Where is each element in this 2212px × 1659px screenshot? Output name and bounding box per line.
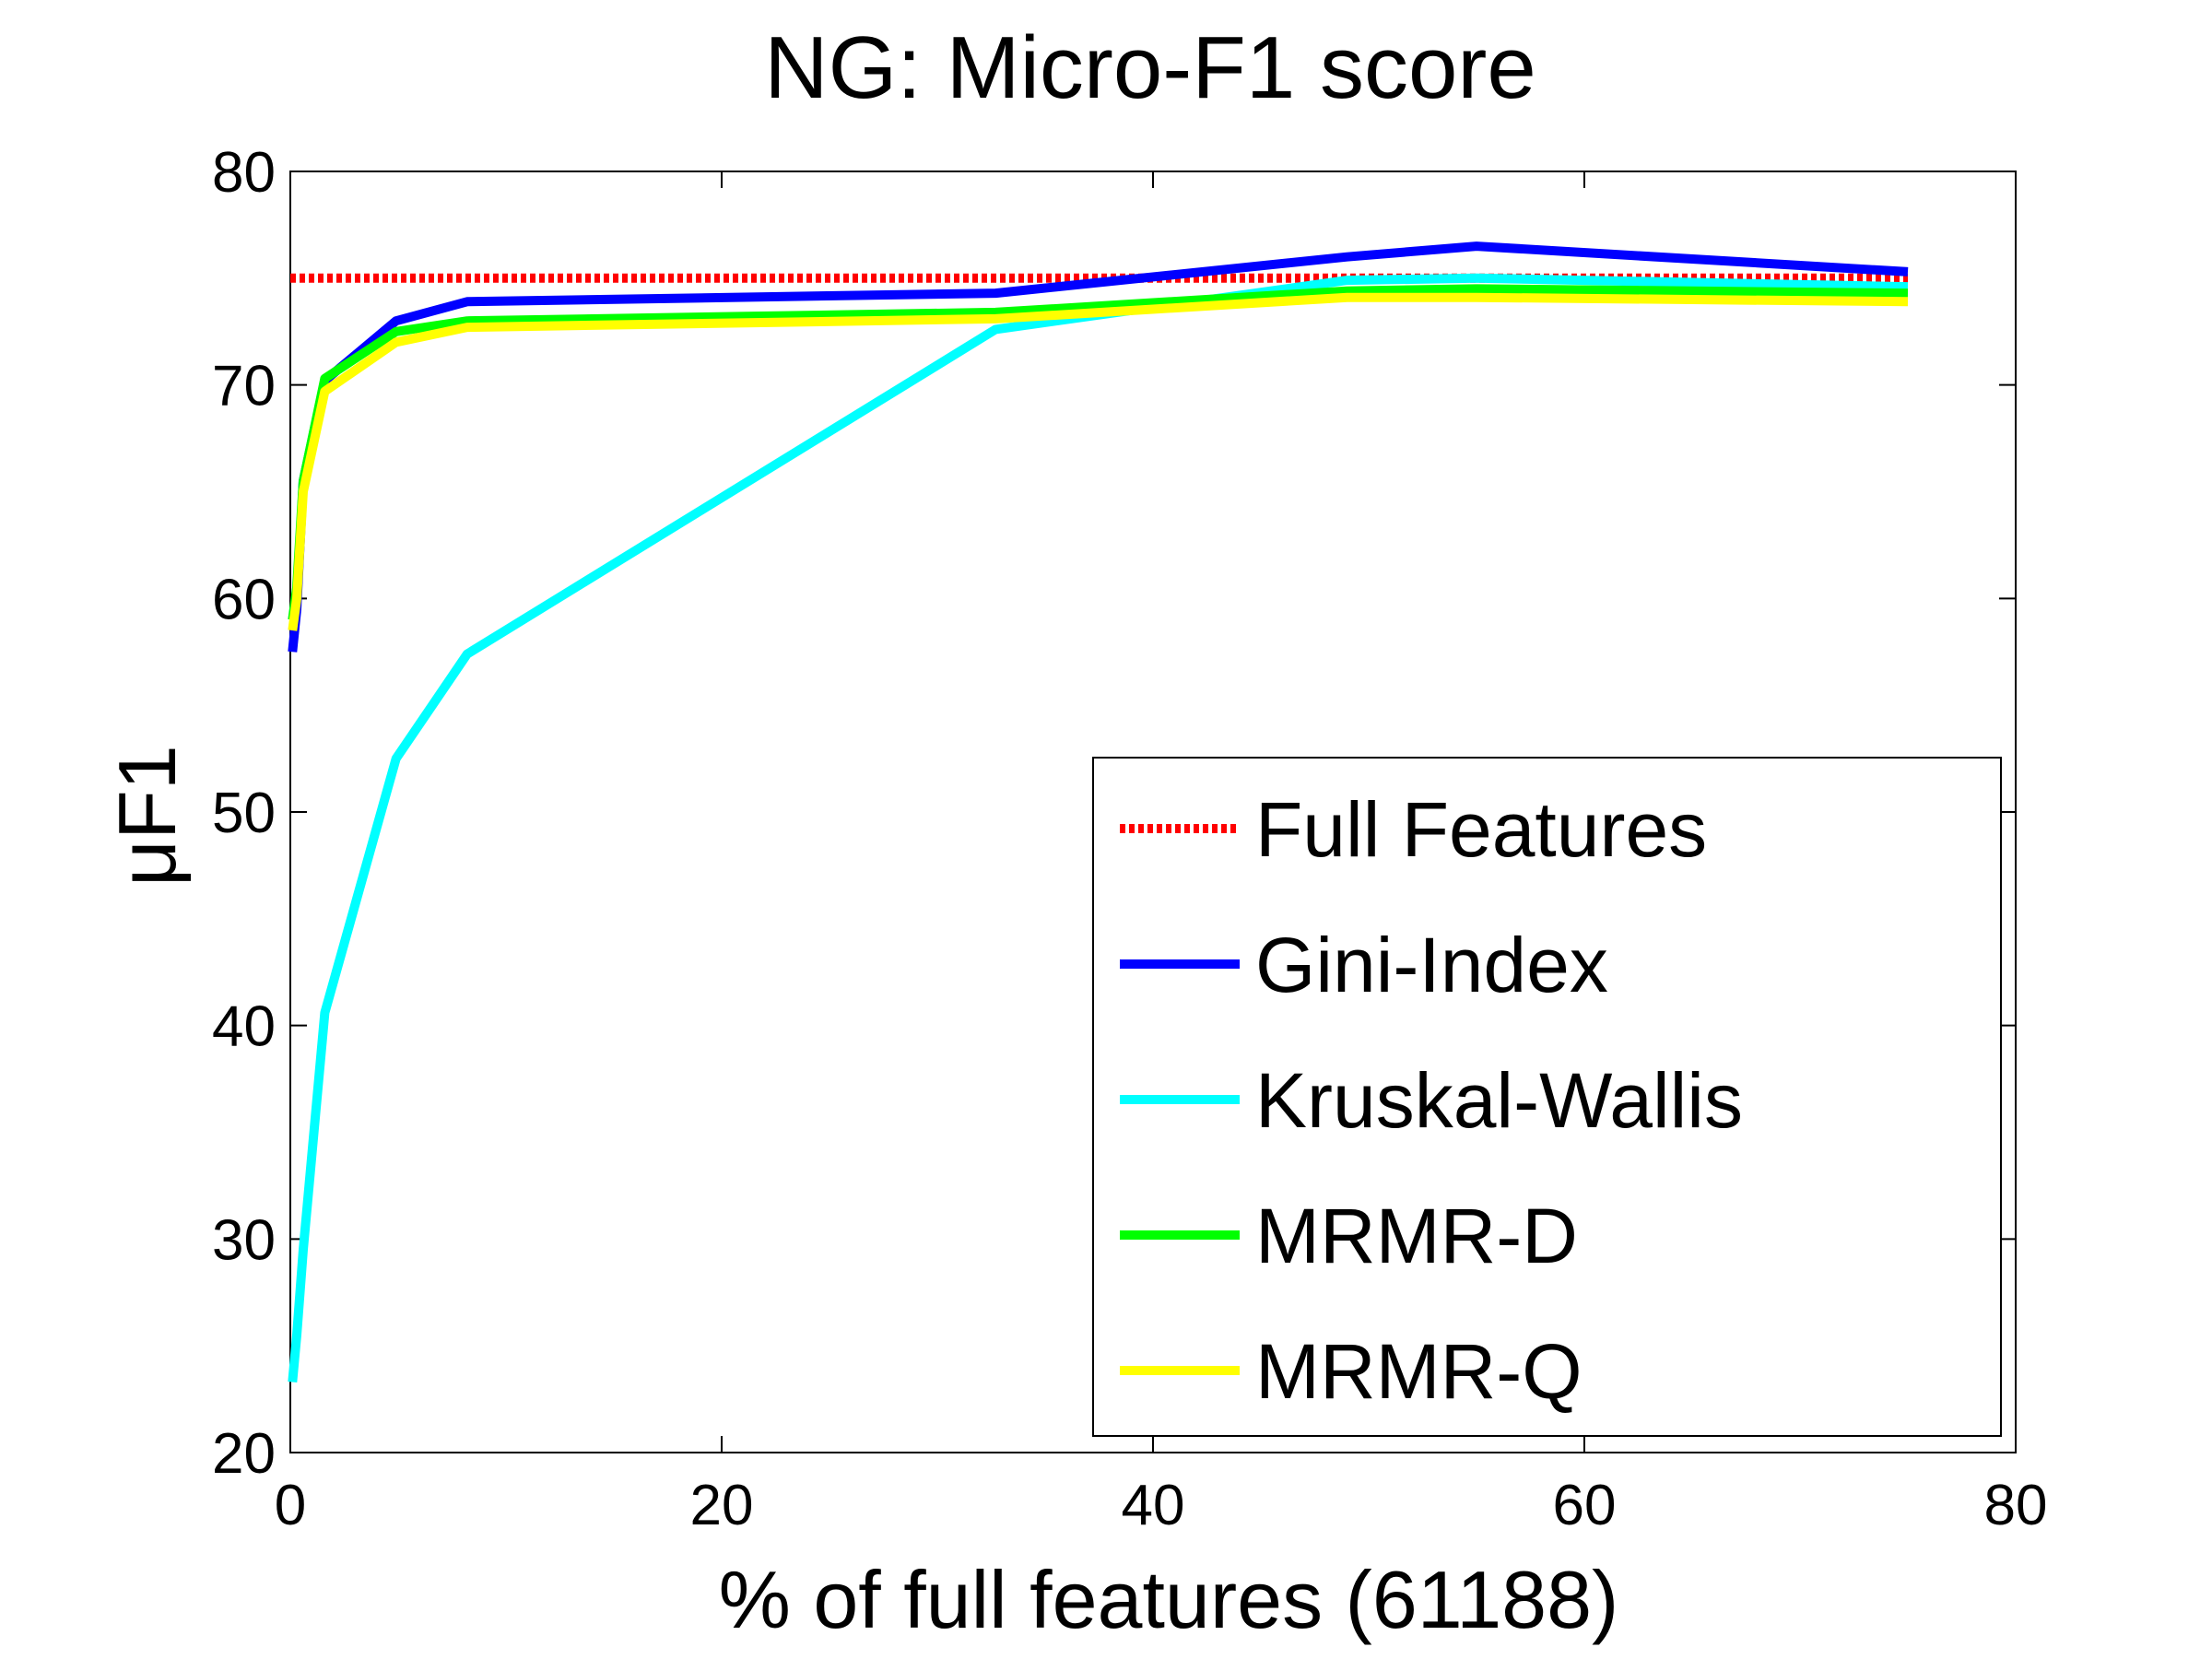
legend-label: MRMR-D (1255, 1193, 1578, 1279)
legend-box (1092, 757, 2002, 1437)
y-tick-label: 40 (212, 995, 276, 1059)
y-tick-label: 70 (212, 355, 276, 418)
x-tick-label: 20 (690, 1474, 754, 1537)
y-tick-label: 20 (212, 1422, 276, 1486)
legend-label: MRMR-Q (1255, 1328, 1583, 1415)
series-line-mrmr-q (288, 292, 1909, 631)
x-tick-label: 80 (1984, 1474, 2048, 1537)
y-tick-label: 80 (212, 141, 276, 205)
x-tick-label: 0 (275, 1474, 306, 1537)
legend: Full Features Gini-Index Kruskal-Wallis MRM… (1092, 757, 2002, 1437)
y-tick-label: 50 (212, 782, 276, 845)
x-tick-label: 40 (1122, 1474, 1185, 1537)
chart-title: NG: Micro-F1 score (764, 18, 1535, 117)
legend-label: Gini-Index (1255, 922, 1608, 1008)
series-group (288, 241, 1909, 1382)
x-axis-label: % of full features (61188) (719, 1554, 1619, 1645)
x-axis: 0 20 40 60 80 (275, 171, 2048, 1537)
legend-label: Full Features (1255, 786, 1707, 873)
x-tick-label: 60 (1553, 1474, 1617, 1537)
y-axis-label: μF1 (101, 745, 193, 886)
y-axis: 20 30 40 50 60 70 80 (212, 141, 2016, 1486)
y-tick-label: 60 (212, 568, 276, 631)
legend-label: Kruskal-Wallis (1255, 1057, 1743, 1144)
series-line-kruskal-wallis (288, 273, 1909, 1382)
y-tick-label: 30 (212, 1208, 276, 1272)
